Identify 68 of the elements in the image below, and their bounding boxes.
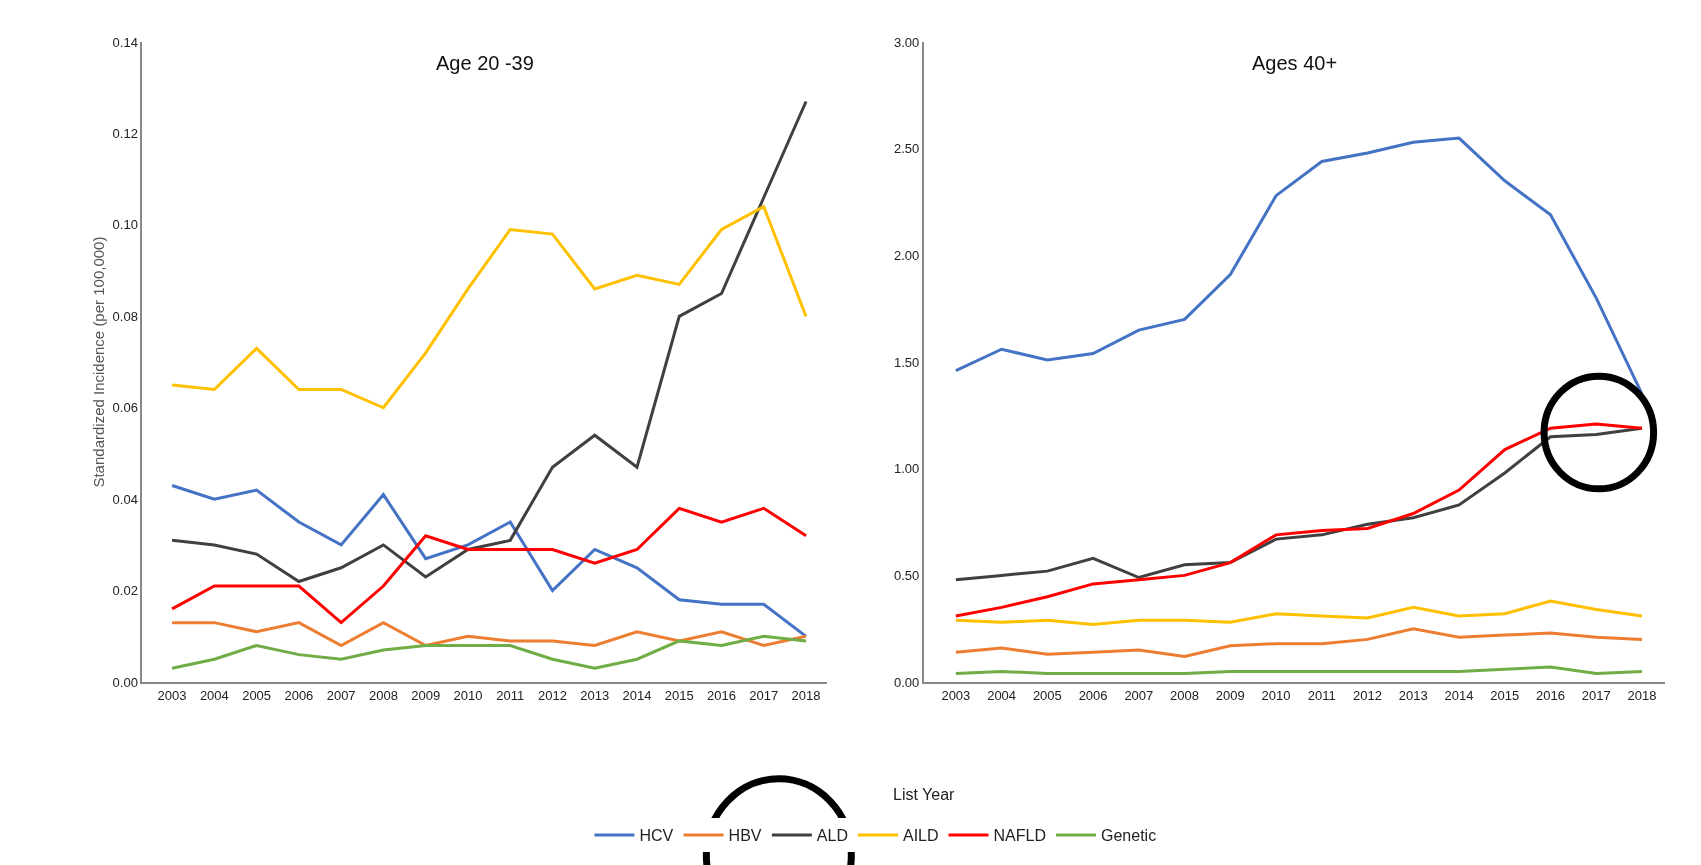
x-tick-label: 2017 xyxy=(749,687,779,703)
line-series xyxy=(170,621,808,647)
x-tick-label: 2009 xyxy=(411,687,441,703)
x-tick-label: 2003 xyxy=(941,687,971,703)
x-tick-label: 2010 xyxy=(453,687,483,703)
line-series xyxy=(170,634,808,670)
y-tick-label: 2.50 xyxy=(893,141,920,157)
x-tick-label: 2009 xyxy=(1215,687,1245,703)
legend-label: AILD xyxy=(902,827,939,845)
x-tick-label: 2003 xyxy=(157,687,187,703)
x-tick-label: 2007 xyxy=(1124,687,1154,703)
legend-label: HBV xyxy=(728,827,762,845)
y-tick-label: 0.02 xyxy=(112,583,138,599)
x-tick-label: 2014 xyxy=(1444,687,1474,703)
x-tick-label: 2016 xyxy=(1536,687,1565,703)
x-axis-title: List Year xyxy=(893,786,956,803)
y-tick-label: 3.00 xyxy=(893,34,920,50)
x-tick-label: 2014 xyxy=(622,687,652,703)
x-tick-label: 2018 xyxy=(1627,687,1657,703)
y-tick-label: 0.50 xyxy=(893,567,920,583)
y-tick-label: 0.00 xyxy=(112,674,138,690)
text: Ages 40+ xyxy=(1252,52,1338,74)
x-tick-label: 2018 xyxy=(791,687,821,703)
line-series xyxy=(170,205,808,410)
y-tick-label: 0.06 xyxy=(112,400,138,416)
x-tick-label: 2013 xyxy=(580,687,610,703)
line-series xyxy=(170,483,808,638)
x-tick-label: 2006 xyxy=(284,687,314,703)
x-tick-label: 2005 xyxy=(1032,687,1062,703)
x-tick-label: 2008 xyxy=(1170,687,1200,703)
line-series xyxy=(954,599,1644,626)
x-tick-label: 2017 xyxy=(1581,687,1611,703)
y-tick-label: 0.12 xyxy=(112,126,138,142)
x-tick-label: 2011 xyxy=(496,687,525,703)
y-tick-label: 2.00 xyxy=(893,247,920,263)
x-tick-label: 2010 xyxy=(1261,687,1291,703)
y-tick-label: 0.00 xyxy=(893,674,920,690)
legend-label: HCV xyxy=(639,827,674,845)
legend-label: ALD xyxy=(816,827,848,845)
y-tick-label: 0.08 xyxy=(112,308,138,324)
line-series xyxy=(954,422,1644,618)
x-tick-label: 2013 xyxy=(1398,687,1428,703)
x-tick-label: 2012 xyxy=(537,687,567,703)
line-series xyxy=(954,627,1644,658)
y-tick-label: 1.50 xyxy=(893,354,920,370)
x-tick-label: 2004 xyxy=(987,687,1017,703)
x-tick-label: 2016 xyxy=(707,687,736,703)
x-tick-label: 2011 xyxy=(1307,687,1336,703)
legend-label: Genetic xyxy=(1100,827,1157,845)
y-tick-label: 1.00 xyxy=(893,461,920,477)
x-tick-label: 2012 xyxy=(1353,687,1383,703)
text: Age 20 -39 xyxy=(436,52,534,74)
x-tick-label: 2007 xyxy=(326,687,356,703)
x-tick-label: 2008 xyxy=(368,687,398,703)
line-series xyxy=(170,100,808,583)
line-series xyxy=(170,506,808,625)
x-tick-label: 2004 xyxy=(199,687,229,703)
x-tick-label: 2005 xyxy=(242,687,272,703)
y-tick-label: 0.10 xyxy=(112,217,138,233)
x-tick-label: 2015 xyxy=(664,687,694,703)
x-tick-label: 2006 xyxy=(1078,687,1108,703)
y-tick-label: 0.14 xyxy=(112,34,138,50)
x-tick-label: 2015 xyxy=(1490,687,1520,703)
line-series xyxy=(954,136,1644,396)
line-series xyxy=(954,665,1644,676)
y-tick-label: 0.04 xyxy=(112,491,138,507)
y-axis-title: Standardized Incidence (per 100,000) xyxy=(90,236,108,488)
legend-label: NAFLD xyxy=(993,827,1046,845)
